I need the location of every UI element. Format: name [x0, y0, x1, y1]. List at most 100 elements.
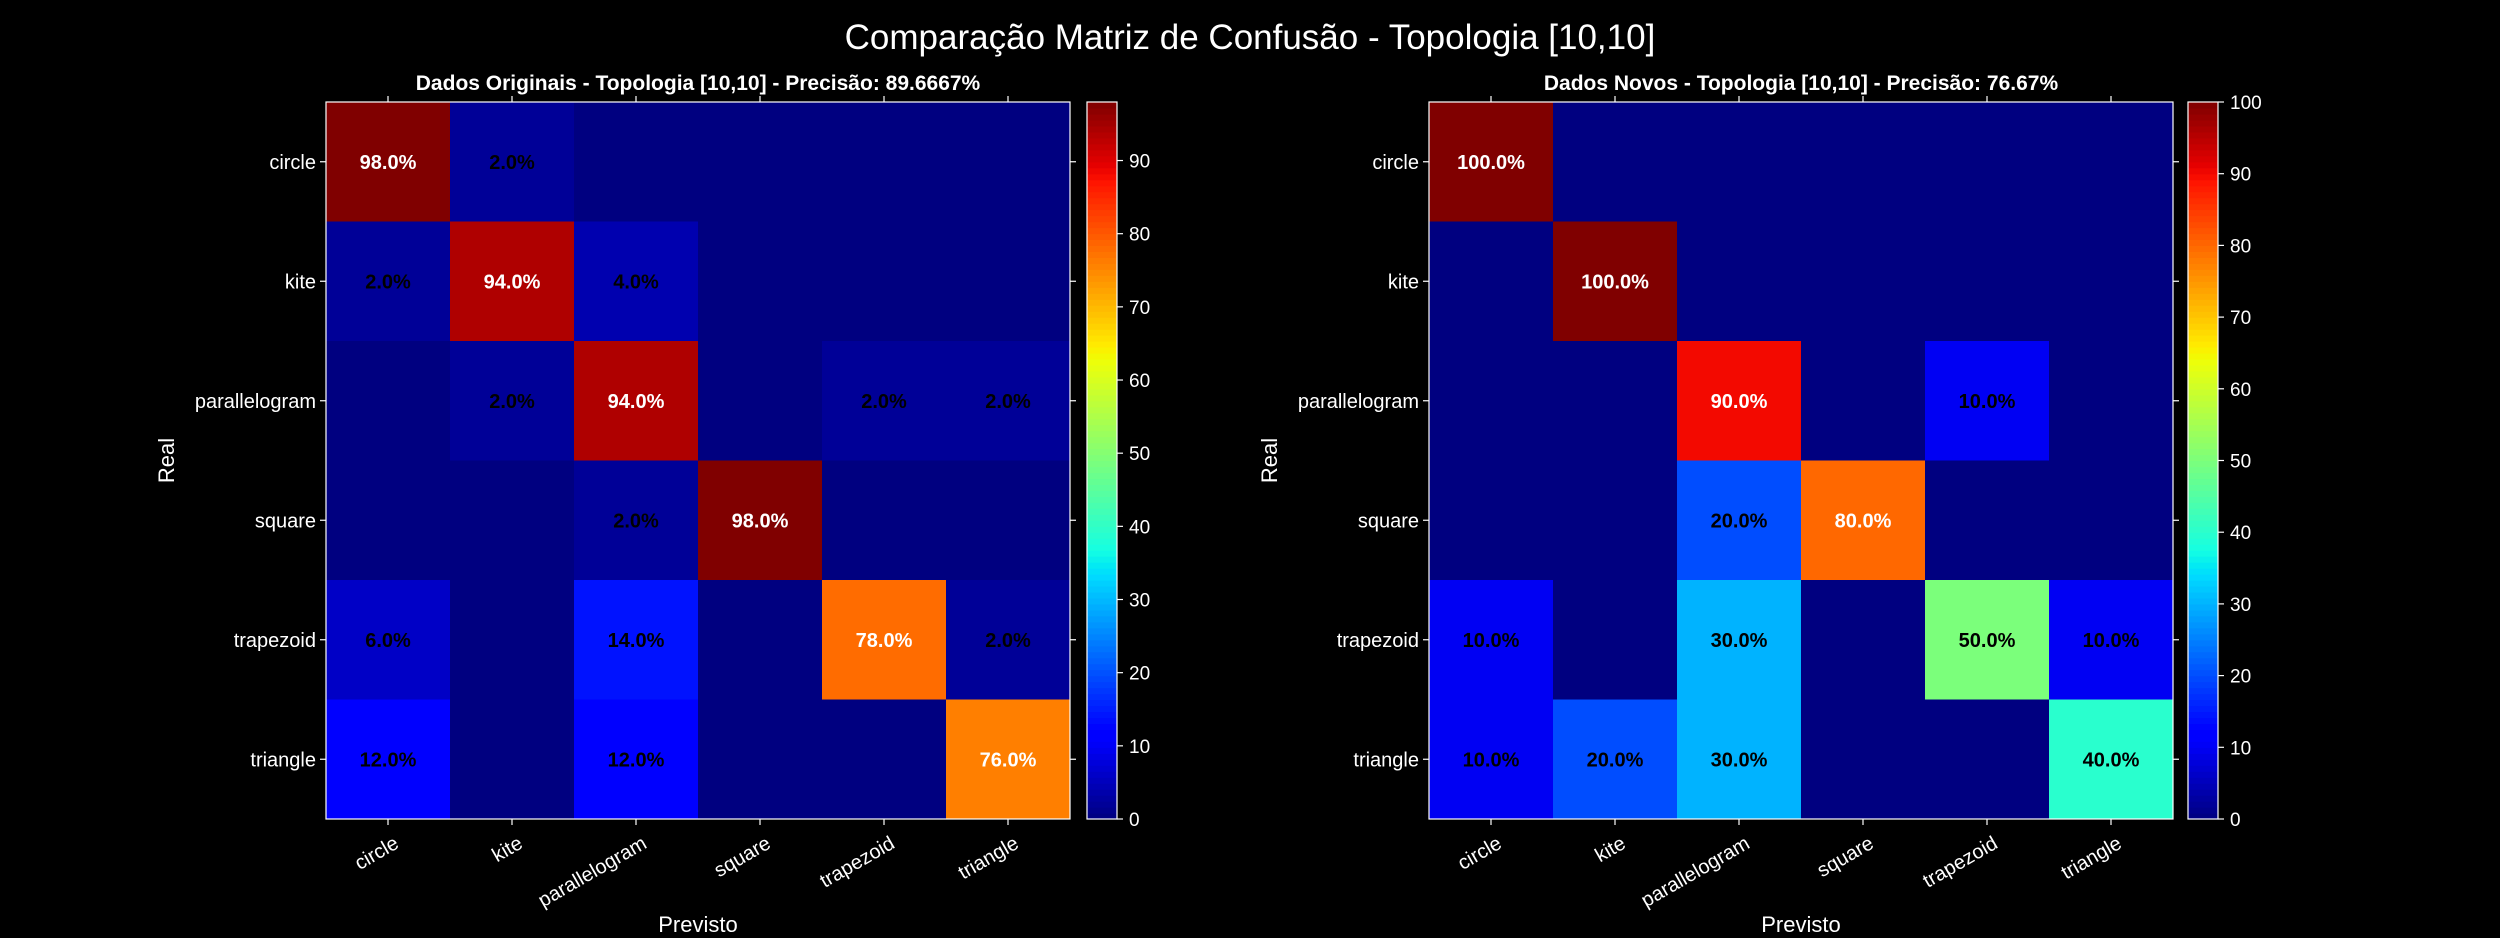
colorbar-segment: [2188, 388, 2218, 396]
colorbar-segment: [2188, 161, 2218, 169]
colorbar-segment: [2188, 281, 2218, 288]
heatmap-cell: [450, 221, 575, 342]
cell-value-label: 2.0%: [489, 391, 535, 413]
heatmap-panel-1: Dados Originais - Topologia [10,10] - Pr…: [154, 72, 1150, 937]
heatmap-cell: [574, 580, 699, 700]
colorbar-segment: [2188, 155, 2218, 163]
heatmap-cell: [2049, 460, 2174, 581]
cell-value-label: 20.0%: [1587, 749, 1644, 771]
colorbar-segment: [1087, 233, 1117, 241]
colorbar-segment: [1087, 651, 1117, 659]
y-tick-label: trapezoid: [234, 630, 316, 652]
colorbar-segment: [2188, 765, 2218, 772]
heatmap-panel-2: Dados Novos - Topologia [10,10] - Precis…: [1257, 72, 2262, 937]
colorbar-segment: [2188, 591, 2218, 599]
heatmap-cell: [1801, 102, 1926, 222]
colorbar-segment: [2188, 532, 2218, 539]
colorbar-segment: [1087, 335, 1117, 342]
colorbar-tick-label: 80: [1129, 225, 1150, 246]
colorbar-segment: [1087, 478, 1117, 485]
colorbar-segment: [2188, 729, 2218, 736]
colorbar-segment: [2188, 574, 2218, 581]
colorbar-segment: [1087, 699, 1117, 707]
heatmap-cell: [1925, 102, 2050, 222]
colorbar-segment: [2188, 603, 2218, 611]
colorbar-segment: [2188, 209, 2218, 217]
colorbar-segment: [1087, 179, 1117, 187]
cell-value-label: 12.0%: [360, 749, 417, 771]
colorbar-segment: [1087, 305, 1117, 312]
colorbar-segment: [1087, 591, 1117, 599]
x-tick-label: trapezoid: [1919, 832, 2001, 892]
cell-value-label: 2.0%: [489, 152, 535, 174]
heatmap-cell: [1801, 699, 1926, 820]
cell-value-label: 2.0%: [985, 391, 1031, 413]
colorbar-segment: [2188, 311, 2218, 318]
colorbar-segment: [1087, 239, 1117, 246]
colorbar-segment: [1087, 442, 1117, 450]
colorbar-tick-label: 70: [2230, 308, 2251, 329]
colorbar-segment: [1087, 388, 1117, 396]
colorbar-frame: [1086, 101, 1118, 820]
x-tick-label: kite: [489, 832, 527, 867]
colorbar-segment: [1087, 747, 1117, 754]
colorbar-segment: [2188, 400, 2218, 408]
colorbar-segment: [1087, 723, 1117, 730]
colorbar-segment: [2188, 185, 2218, 193]
heatmap-cell: [1801, 221, 1926, 342]
colorbar-segment: [1087, 466, 1117, 474]
colorbar-segment: [2188, 741, 2218, 748]
colorbar-segment: [2188, 239, 2218, 246]
colorbar-segment: [1087, 544, 1117, 551]
y-tick-label: parallelogram: [195, 391, 316, 413]
y-tick-label: trapezoid: [1337, 630, 1419, 652]
heatmap-cell: [698, 580, 823, 700]
colorbar-segment: [1087, 376, 1117, 384]
colorbar-segment: [2188, 424, 2218, 432]
colorbar-segment: [2188, 131, 2218, 139]
colorbar-segment: [1087, 215, 1117, 223]
axes-frame: [325, 101, 1071, 820]
heatmap-cell: [1925, 580, 2050, 700]
heatmap-cell: [450, 460, 575, 581]
colorbar-segment: [2188, 669, 2218, 677]
heatmap-cell: [2049, 341, 2174, 461]
colorbar-segment: [2188, 143, 2218, 151]
heatmap-cell: [698, 341, 823, 461]
cell-value-label: 100.0%: [1581, 271, 1649, 293]
colorbar-segment: [1087, 448, 1117, 456]
y-axis-label: Real: [1257, 438, 1282, 483]
colorbar-segment: [1087, 394, 1117, 402]
heatmap-cell: [1429, 580, 1554, 700]
colorbar-segment: [1087, 514, 1117, 521]
colorbar-segment: [2188, 795, 2218, 802]
colorbar-segment: [1087, 251, 1117, 258]
colorbar-segment: [1087, 119, 1117, 127]
colorbar-segment: [2188, 323, 2218, 330]
colorbar-segment: [1087, 675, 1117, 683]
y-tick-label: triangle: [1353, 749, 1419, 771]
colorbar-segment: [2188, 705, 2218, 713]
heatmap-cell: [822, 221, 947, 342]
colorbar-segment: [1087, 299, 1117, 306]
heatmap-cell: [326, 102, 451, 222]
colorbar-segment: [1087, 131, 1117, 139]
colorbar-tick-label: 100: [2230, 93, 2262, 114]
y-tick-label: triangle: [250, 749, 316, 771]
colorbar-segment: [2188, 406, 2218, 414]
heatmap-cell: [1429, 699, 1554, 820]
heatmap-cell: [450, 102, 575, 222]
colorbar-segment: [2188, 807, 2218, 814]
heatmap-cell: [946, 221, 1071, 342]
colorbar-tick-label: 90: [1129, 152, 1150, 173]
colorbar-segment: [1087, 693, 1117, 701]
colorbar-segment: [2188, 448, 2218, 456]
cell-value-label: 10.0%: [1463, 749, 1520, 771]
colorbar-segment: [2188, 394, 2218, 402]
colorbar-segment: [2188, 149, 2218, 157]
colorbar-segment: [2188, 490, 2218, 497]
cell-value-label: 2.0%: [861, 391, 907, 413]
colorbar-segment: [2188, 293, 2218, 300]
cell-value-label: 80.0%: [1835, 510, 1892, 532]
